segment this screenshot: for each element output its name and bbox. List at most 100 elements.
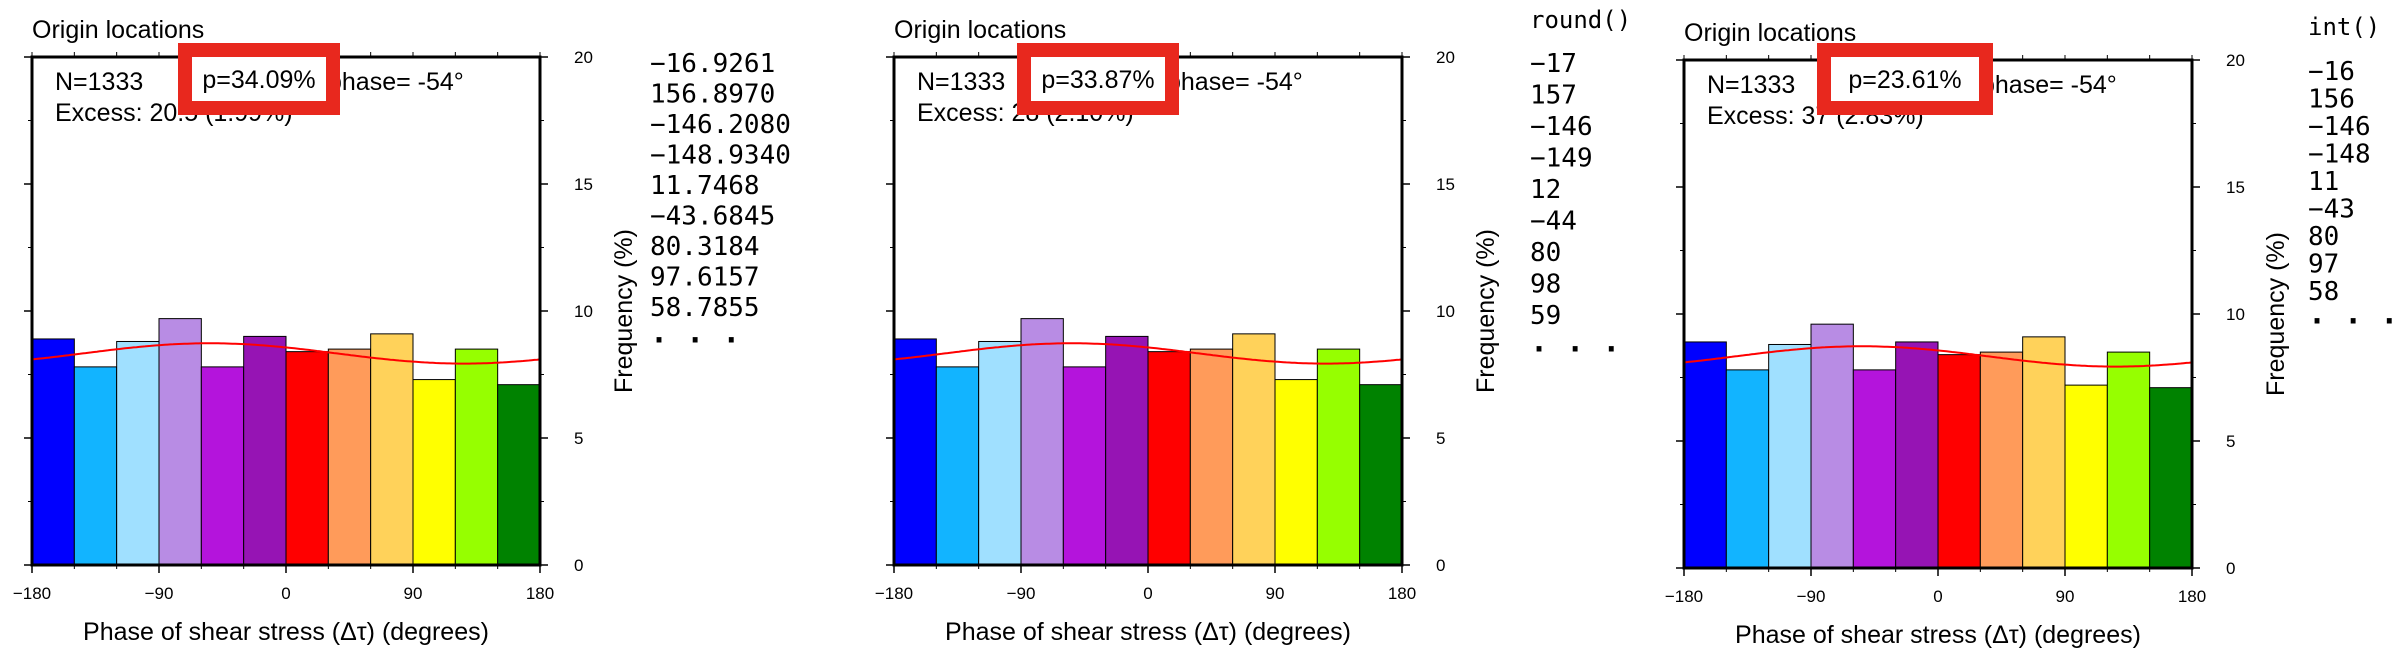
phase-label: phase= -54° <box>328 68 464 96</box>
histogram-bar <box>1359 384 1403 566</box>
histogram-bar <box>2149 387 2193 569</box>
histogram-bar <box>1852 369 1897 569</box>
phase-label: phase= -54° <box>1981 71 2117 99</box>
x-tick-label: −180 <box>1665 587 1703 606</box>
histogram-bar <box>1937 354 1981 569</box>
y-axis-label: Frequency (%) <box>1472 229 1500 393</box>
p-value-box <box>1031 57 1165 101</box>
histogram-bar <box>412 379 456 566</box>
value-list-item: 80.3184 <box>650 232 760 262</box>
y-tick-label: 5 <box>574 429 583 448</box>
value-list-item: −16.9261 <box>650 49 775 79</box>
y-tick-label: 10 <box>2226 305 2245 324</box>
y-tick-label: 10 <box>1436 302 1455 321</box>
x-tick-label: −90 <box>1797 587 1826 606</box>
histogram-bar <box>285 351 329 566</box>
value-list-item: −16 <box>2308 57 2355 87</box>
value-list-item: −17 <box>1530 49 1577 79</box>
y-tick-label: 15 <box>574 175 593 194</box>
p-value-label: p=34.09% <box>202 66 315 94</box>
value-list-item: 80 <box>2308 222 2339 252</box>
histogram-bar <box>1189 348 1234 566</box>
x-tick-label: −90 <box>1007 584 1036 603</box>
histogram-bar <box>935 366 980 566</box>
fit-curve-line <box>1683 345 2193 368</box>
p-value-label: p=33.87% <box>1041 66 1154 94</box>
value-list-item: −43.6845 <box>650 202 775 232</box>
value-list-item: 80 <box>1530 238 1561 268</box>
y-tick-label: 0 <box>574 556 583 575</box>
histogram-bar <box>1020 318 1064 566</box>
value-list-item: 12 <box>1530 175 1561 205</box>
p-value-box <box>1831 57 1979 101</box>
histogram-bar <box>243 335 287 566</box>
value-list-item: · · · <box>2308 305 2398 340</box>
y-tick-label: 15 <box>2226 178 2245 197</box>
histogram-bar <box>2064 384 2108 569</box>
histogram-bar <box>1147 351 1191 566</box>
value-list-item: −149 <box>1530 144 1593 174</box>
value-list-item: −44 <box>1530 207 1577 237</box>
histogram-bar <box>454 348 499 566</box>
histogram-bar <box>370 333 414 566</box>
y-tick-label: 5 <box>2226 432 2235 451</box>
histogram-bar <box>158 318 202 566</box>
histogram-bar <box>73 366 118 566</box>
y-tick-label: 20 <box>2226 51 2245 70</box>
value-list-item: 58.7855 <box>650 293 760 323</box>
x-tick-label: −180 <box>13 584 51 603</box>
value-list-item: 97 <box>2308 250 2339 280</box>
y-tick-label: 5 <box>1436 429 1445 448</box>
value-list-item: 59 <box>1530 301 1561 331</box>
x-tick-label: 0 <box>1143 584 1152 603</box>
histogram-bar <box>31 338 75 566</box>
x-tick-label: 180 <box>526 584 554 603</box>
y-tick-label: 20 <box>1436 48 1455 67</box>
fit-curve-line <box>31 342 541 365</box>
value-list-item: 157 <box>1530 81 1577 111</box>
value-list-item: −146.2080 <box>650 110 791 140</box>
histogram-bar <box>2022 336 2066 569</box>
value-list-item: · · · <box>1530 333 1620 368</box>
value-list-item: −148 <box>2308 140 2371 170</box>
histogram-bar <box>1895 341 1939 569</box>
y-tick-label: 15 <box>1436 175 1455 194</box>
value-list-item: 97.6157 <box>650 263 760 293</box>
x-tick-label: 90 <box>1266 584 1285 603</box>
value-list-item: −43 <box>2308 195 2355 225</box>
n-count-label: N=1333 <box>1707 71 1795 99</box>
histogram-bar <box>978 340 1022 566</box>
histogram-bar <box>1062 366 1107 566</box>
n-count-label: N=1333 <box>917 68 1005 96</box>
x-axis-label: Phase of shear stress (Δτ) (degrees) <box>1735 621 2141 649</box>
y-tick-label: 10 <box>574 302 593 321</box>
x-tick-label: −180 <box>875 584 913 603</box>
chart-title: Origin locations <box>32 16 204 44</box>
n-count-label: N=1333 <box>55 68 143 96</box>
histogram-bar <box>2106 351 2151 569</box>
value-list-item: 11.7468 <box>650 171 760 201</box>
y-axis-label: Frequency (%) <box>610 229 638 393</box>
histogram-bar <box>893 338 937 566</box>
histogram-bar <box>497 384 541 566</box>
value-list-item: 156.8970 <box>650 80 775 110</box>
y-tick-label: 0 <box>2226 559 2235 578</box>
value-list-item: 98 <box>1530 270 1561 300</box>
histogram-bar <box>1768 343 1812 569</box>
x-tick-label: 90 <box>404 584 423 603</box>
p-value-box <box>192 57 326 101</box>
histogram-bar <box>1316 348 1361 566</box>
histogram-bar <box>1105 335 1149 566</box>
histogram-bar <box>1979 351 2024 569</box>
histogram-bar <box>1725 369 1770 569</box>
histogram-bar <box>1810 323 1854 569</box>
histogram-bar <box>116 340 160 566</box>
histogram-bar <box>327 348 372 566</box>
p-value-label: p=23.61% <box>1848 66 1961 94</box>
value-list-item: 58 <box>2308 277 2339 307</box>
x-tick-label: 0 <box>1933 587 1942 606</box>
histogram-bar <box>1232 333 1276 566</box>
x-tick-label: 180 <box>1388 584 1416 603</box>
x-tick-label: 180 <box>2178 587 2206 606</box>
